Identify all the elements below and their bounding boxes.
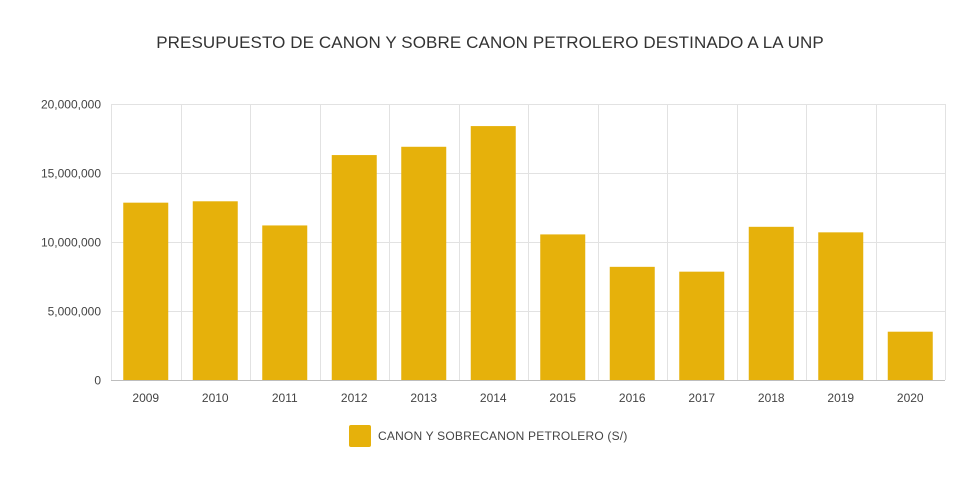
chart-title: PRESUPUESTO DE CANON Y SOBRE CANON PETRO… — [156, 33, 824, 52]
bar-2009 — [123, 202, 169, 380]
bar-2017 — [679, 271, 725, 380]
bar-2018 — [748, 226, 794, 380]
x-tick-label: 2018 — [758, 391, 785, 405]
x-tick-label: 2010 — [202, 391, 229, 405]
bar-2016 — [609, 266, 655, 380]
legend-swatch — [349, 425, 371, 447]
legend: CANON Y SOBRECANON PETROLERO (S/) — [349, 425, 628, 447]
legend-label: CANON Y SOBRECANON PETROLERO (S/) — [378, 429, 628, 443]
x-tick-label: 2016 — [619, 391, 646, 405]
bars — [123, 126, 933, 380]
x-tick-label: 2020 — [897, 391, 924, 405]
bar-2019 — [818, 232, 864, 380]
y-tick-label: 15,000,000 — [41, 167, 101, 181]
bar-2013 — [401, 146, 447, 380]
bar-2012 — [331, 155, 377, 380]
bar-2014 — [470, 126, 516, 380]
y-axis-labels: 0 5,000,000 10,000,000 15,000,000 20,000,000 — [41, 98, 101, 388]
y-tick-label: 10,000,000 — [41, 236, 101, 250]
x-tick-label: 2013 — [410, 391, 437, 405]
x-axis-labels: 2009 2010 2011 2012 2013 2014 2015 2016 2017 2018… — [132, 391, 924, 405]
x-tick-label: 2014 — [480, 391, 507, 405]
y-tick-label: 20,000,000 — [41, 98, 101, 112]
x-tick-label: 2017 — [688, 391, 715, 405]
bar-2020 — [887, 331, 933, 380]
x-tick-label: 2009 — [132, 391, 159, 405]
bar-2011 — [262, 225, 308, 380]
y-tick-label: 5,000,000 — [48, 305, 102, 319]
bar-2015 — [540, 234, 586, 380]
x-tick-label: 2011 — [272, 391, 298, 405]
y-tick-label: 0 — [94, 374, 101, 388]
bar-2010 — [192, 201, 238, 380]
grid-lines — [111, 104, 946, 381]
x-tick-label: 2015 — [549, 391, 576, 405]
x-tick-label: 2019 — [827, 391, 854, 405]
x-tick-label: 2012 — [341, 391, 368, 405]
